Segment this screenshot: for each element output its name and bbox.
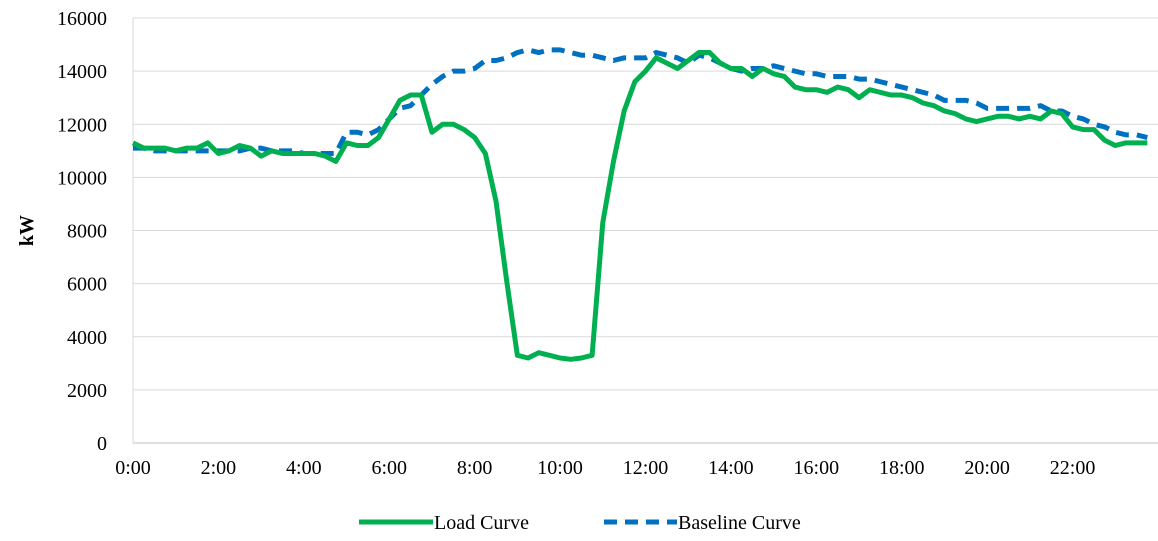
legend-baseline-curve-label: Baseline Curve xyxy=(678,512,801,534)
x-tick-label: 4:00 xyxy=(286,457,322,479)
x-tick-label: 18:00 xyxy=(879,457,925,479)
x-tick-label: 0:00 xyxy=(115,457,151,479)
x-tick-label: 6:00 xyxy=(371,457,407,479)
legend: Load Curve Baseline Curve xyxy=(359,512,801,534)
y-tick-label: 6000 xyxy=(67,274,107,296)
gridlines xyxy=(133,17,1158,444)
y-axis-label: kW xyxy=(16,215,38,246)
x-tick-label: 22:00 xyxy=(1050,457,1096,479)
y-tick-label: 2000 xyxy=(67,380,107,402)
x-tick-label: 8:00 xyxy=(457,457,493,479)
y-tick-label: 16000 xyxy=(57,8,107,30)
x-tick-label: 14:00 xyxy=(708,457,754,479)
x-tick-label: 2:00 xyxy=(201,457,237,479)
y-tick-label: 8000 xyxy=(67,221,107,243)
x-tick-label: 10:00 xyxy=(537,457,583,479)
load-curve-line xyxy=(131,50,1148,362)
y-tick-label: 0 xyxy=(97,433,107,455)
y-tick-label: 12000 xyxy=(57,114,107,136)
axes xyxy=(132,18,1158,444)
x-axis-ticks: 0:00 2:00 4:00 6:00 8:00 10:00 12:00 14:00 16:00… xyxy=(115,457,1095,479)
y-tick-label: 14000 xyxy=(57,61,107,83)
x-tick-label: 16:00 xyxy=(794,457,840,479)
legend-load-curve-label: Load Curve xyxy=(434,512,529,534)
y-tick-label: 10000 xyxy=(57,167,107,189)
baseline-curve-line xyxy=(133,47,1148,156)
y-tick-label: 4000 xyxy=(67,327,107,349)
y-axis-ticks: 0 2000 4000 6000 8000 10000 12000 14000 16000 xyxy=(57,8,107,455)
x-tick-label: 12:00 xyxy=(623,457,669,479)
x-tick-label: 20:00 xyxy=(964,457,1010,479)
series-lines xyxy=(131,47,1148,362)
